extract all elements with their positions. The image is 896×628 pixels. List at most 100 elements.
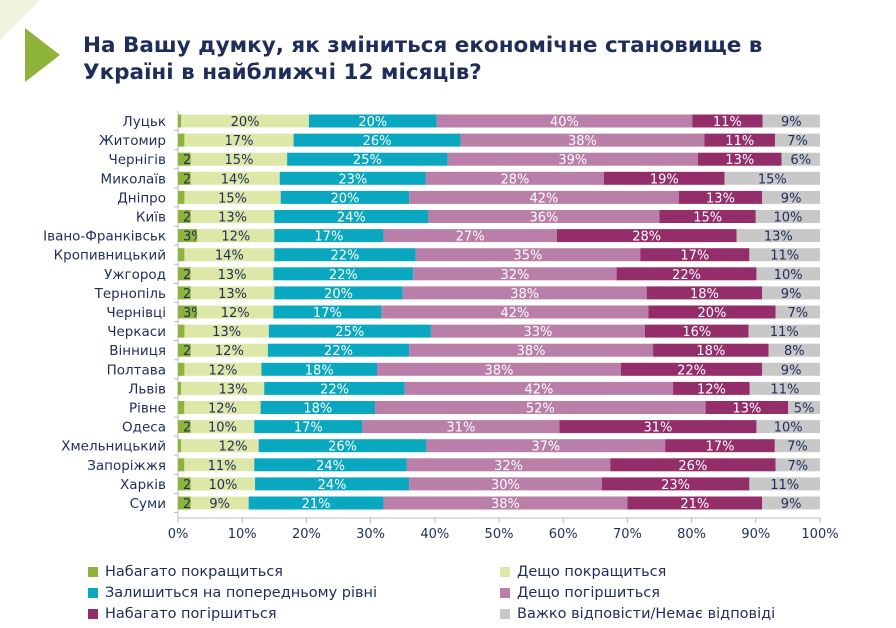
bar-segment bbox=[756, 267, 820, 281]
bar-segment bbox=[178, 496, 191, 510]
bar-segment bbox=[678, 190, 763, 204]
data-label: 9% bbox=[209, 497, 230, 512]
data-label: 15% bbox=[758, 172, 787, 187]
bar-segment bbox=[184, 401, 261, 414]
bar-segment bbox=[436, 114, 693, 128]
data-label: 13% bbox=[764, 230, 793, 245]
bar-segment bbox=[248, 496, 384, 510]
data-label: 9% bbox=[781, 115, 802, 130]
data-label: 38% bbox=[510, 287, 539, 302]
bar-segment bbox=[178, 381, 182, 395]
data-label: 10% bbox=[773, 211, 802, 226]
bar-segment bbox=[184, 133, 294, 147]
data-label: 11% bbox=[725, 134, 754, 149]
bar-segment bbox=[181, 114, 309, 128]
bar-segment bbox=[178, 248, 185, 262]
bar-segment bbox=[404, 381, 674, 395]
data-label: 15% bbox=[693, 211, 722, 226]
bar-segment bbox=[447, 152, 699, 166]
data-label: 11% bbox=[770, 478, 799, 493]
data-label: 27% bbox=[456, 230, 485, 245]
data-label: 18% bbox=[696, 344, 725, 359]
data-label: 24% bbox=[318, 478, 347, 493]
bar-segment bbox=[178, 420, 191, 434]
bar-segment bbox=[184, 362, 262, 376]
bar-segment bbox=[181, 439, 259, 453]
data-label: 17% bbox=[706, 440, 735, 455]
data-label: 13% bbox=[218, 287, 247, 302]
data-label: 13% bbox=[706, 191, 735, 206]
bar-segment bbox=[184, 458, 255, 472]
bar-segment bbox=[190, 152, 288, 166]
data-label: 18% bbox=[305, 363, 334, 378]
bar-segment bbox=[178, 190, 185, 204]
bar-segment bbox=[430, 324, 645, 338]
bar-segment bbox=[413, 267, 617, 281]
bar-segment bbox=[381, 305, 649, 319]
bar-segment bbox=[254, 420, 363, 434]
x-tick-label: 60% bbox=[549, 527, 578, 542]
bar-segment bbox=[756, 420, 820, 434]
bar-segment bbox=[640, 248, 750, 262]
bar-segment bbox=[762, 286, 820, 300]
category-label: Кропивницький bbox=[54, 248, 166, 264]
data-label: 38% bbox=[491, 497, 520, 512]
bar-segment bbox=[260, 401, 376, 414]
bar-segment bbox=[273, 305, 382, 319]
bar-segment bbox=[178, 114, 182, 128]
data-label: 13% bbox=[219, 382, 248, 397]
bar-segment bbox=[274, 229, 384, 243]
bar-segment bbox=[258, 439, 427, 453]
data-label: 5% bbox=[794, 402, 815, 417]
bar-segment bbox=[190, 420, 255, 434]
bar-segment bbox=[178, 439, 182, 453]
bar-segment bbox=[762, 362, 820, 376]
legend-label: Дещо покращиться bbox=[517, 564, 667, 580]
category-label: Київ bbox=[136, 210, 166, 226]
data-label: 40% bbox=[550, 115, 579, 130]
bar-segment bbox=[768, 343, 820, 357]
category-label: Луцьк bbox=[123, 114, 166, 130]
data-label: 13% bbox=[732, 402, 761, 417]
x-tick-label: 50% bbox=[485, 527, 514, 542]
data-label: 38% bbox=[517, 344, 546, 359]
data-label: 13% bbox=[725, 153, 754, 168]
data-label: 15% bbox=[225, 153, 254, 168]
legend-item: Набагато погіршиться bbox=[88, 606, 277, 622]
category-label: Харків bbox=[120, 477, 166, 493]
data-label: 17% bbox=[680, 249, 709, 264]
data-label: 18% bbox=[690, 287, 719, 302]
data-label: 11% bbox=[770, 249, 799, 264]
bar-segment bbox=[178, 229, 198, 243]
data-label: 22% bbox=[324, 344, 353, 359]
data-label: 11% bbox=[770, 382, 799, 397]
bar-segment bbox=[705, 401, 789, 414]
bar-segment bbox=[274, 248, 416, 262]
bar-segment bbox=[178, 458, 185, 472]
data-label: 18% bbox=[303, 402, 332, 417]
category-label: Дніпро bbox=[117, 190, 166, 206]
data-label: 11% bbox=[208, 459, 237, 474]
bar-segment bbox=[749, 477, 820, 491]
bar-segment bbox=[736, 229, 820, 243]
legend-swatch bbox=[500, 567, 510, 577]
data-label: 22% bbox=[329, 268, 358, 283]
bar-segment bbox=[178, 477, 191, 491]
bar-segment bbox=[644, 324, 749, 338]
data-label: 32% bbox=[500, 268, 529, 283]
bar-segment bbox=[254, 458, 407, 472]
data-label: 16% bbox=[682, 325, 711, 340]
bar-segment bbox=[178, 133, 185, 147]
x-tick-label: 0% bbox=[168, 527, 189, 542]
legend-swatch bbox=[88, 588, 98, 598]
data-label: 17% bbox=[314, 230, 343, 245]
bar-segment bbox=[659, 210, 756, 223]
data-label: 35% bbox=[513, 249, 542, 264]
bar-segment bbox=[775, 305, 820, 319]
data-label: 20% bbox=[324, 287, 353, 302]
data-label: 23% bbox=[661, 478, 690, 493]
bar-segment bbox=[190, 286, 275, 300]
data-label: 24% bbox=[316, 459, 345, 474]
bar-segment bbox=[190, 267, 274, 281]
bar-segment bbox=[178, 210, 191, 223]
